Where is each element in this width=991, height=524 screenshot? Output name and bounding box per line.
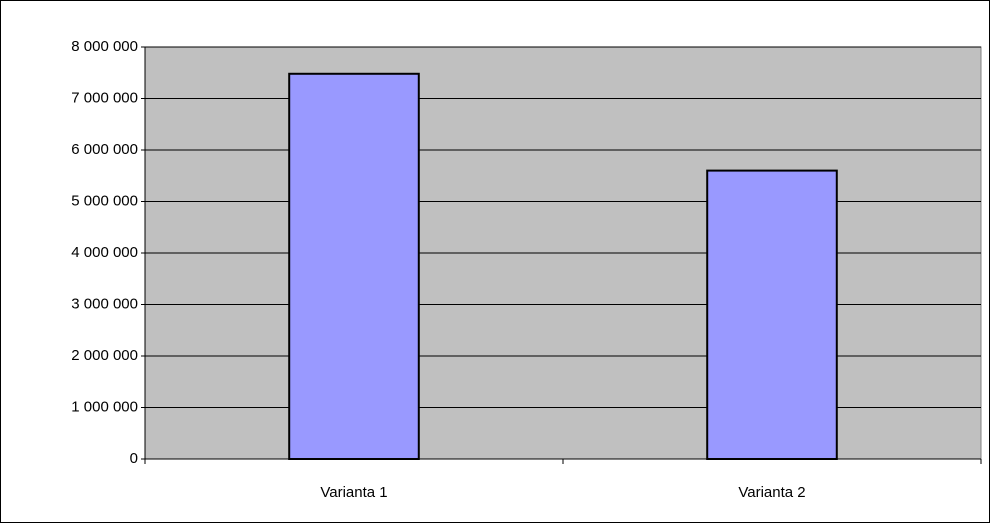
- y-tick-label: 0: [130, 450, 138, 467]
- x-tick-label: Varianta 2: [738, 484, 805, 501]
- y-tick-label: 8 000 000: [71, 38, 138, 55]
- y-tick-label: 6 000 000: [71, 141, 138, 158]
- x-tick-label: Varianta 1: [320, 484, 387, 501]
- y-tick-label: 2 000 000: [71, 347, 138, 364]
- y-tick-label: 3 000 000: [71, 295, 138, 312]
- y-tick-label: 1 000 000: [71, 398, 138, 415]
- bar: [706, 169, 838, 460]
- bar: [288, 72, 420, 460]
- y-tick-label: 7 000 000: [71, 89, 138, 106]
- y-tick-label: 4 000 000: [71, 244, 138, 261]
- y-tick-label: 5 000 000: [71, 192, 138, 209]
